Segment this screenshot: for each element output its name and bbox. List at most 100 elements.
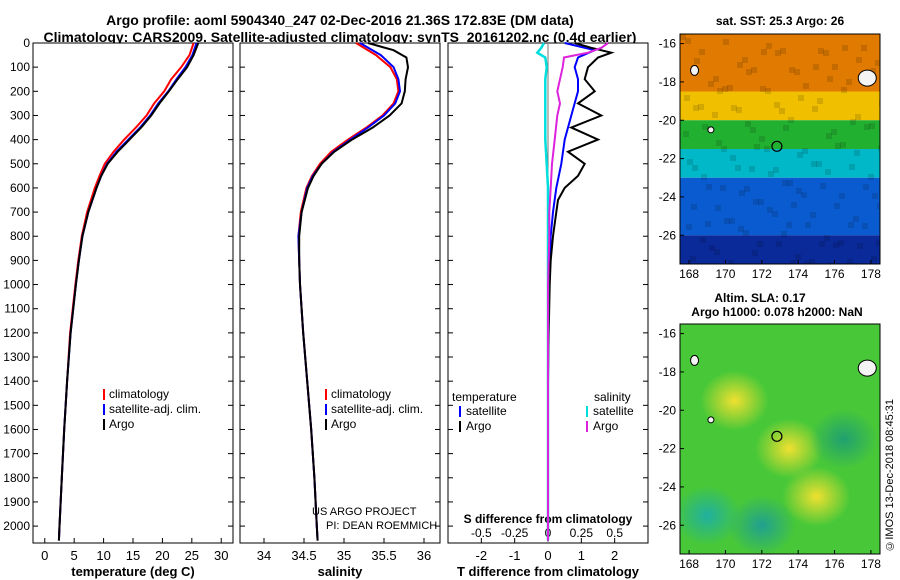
sst-xtick-label: 170 bbox=[715, 267, 735, 281]
sla-field bbox=[680, 324, 880, 554]
sst-xtick-label: 168 bbox=[679, 267, 699, 281]
sst-speckle bbox=[708, 81, 714, 87]
island-shape bbox=[857, 69, 877, 87]
sst-speckle bbox=[767, 207, 773, 213]
sst-speckle bbox=[728, 260, 734, 264]
depth-tick-label: 1300 bbox=[3, 350, 30, 364]
sdiff-tick-label: -0.25 bbox=[501, 526, 529, 540]
sst-speckle bbox=[742, 57, 748, 63]
sst-speckle bbox=[791, 202, 797, 208]
sst-speckle bbox=[722, 86, 728, 92]
depth-tick-label: 1900 bbox=[3, 495, 30, 509]
sst-speckle bbox=[781, 231, 787, 237]
sst-speckle bbox=[692, 165, 698, 171]
sst-speckle bbox=[731, 105, 737, 111]
legend-label: satellite bbox=[466, 404, 507, 418]
temp-xtick-label: 25 bbox=[185, 548, 199, 563]
sst-xtick-label: 172 bbox=[752, 267, 772, 281]
sst-speckle bbox=[702, 124, 708, 130]
sst-ytick-label: -16 bbox=[659, 37, 677, 51]
sst-float-marker bbox=[771, 140, 783, 152]
salinity-xlabel: salinity bbox=[318, 564, 364, 579]
sla-ytick-label: -18 bbox=[659, 365, 677, 379]
depth-tick-label: 1400 bbox=[3, 374, 30, 388]
sst-speckle bbox=[701, 174, 707, 180]
sst-speckle bbox=[805, 222, 811, 228]
sst-speckle bbox=[694, 58, 700, 64]
figure-title-line2: Climatology: CARS2009. Satellite-adjuste… bbox=[43, 29, 637, 45]
sst-speckle bbox=[687, 159, 693, 165]
sst-speckle bbox=[831, 129, 837, 135]
temp-xtick-label: 20 bbox=[155, 548, 169, 563]
sst-speckle bbox=[827, 76, 833, 82]
depth-tick-label: 100 bbox=[10, 60, 30, 74]
sst-speckle bbox=[757, 241, 763, 247]
depth-tick-label: 200 bbox=[10, 84, 30, 98]
sst-speckle bbox=[801, 192, 807, 198]
sst-speckle bbox=[795, 254, 801, 260]
sal-xtick-label: 34.5 bbox=[291, 548, 316, 563]
depth-tick-label: 500 bbox=[10, 157, 30, 171]
sst-speckle bbox=[857, 243, 863, 249]
legend-label: Argo bbox=[331, 417, 357, 431]
diff-legend-salinity-title: salinity bbox=[594, 390, 631, 404]
sst-speckle bbox=[685, 38, 691, 44]
sst-speckle bbox=[818, 48, 824, 54]
sst-speckle bbox=[870, 68, 876, 74]
sla-ytick-label: -16 bbox=[659, 327, 677, 341]
sst-speckle bbox=[809, 259, 815, 264]
sst-speckle bbox=[840, 142, 846, 148]
sst-speckle bbox=[739, 190, 745, 196]
sst-speckle bbox=[839, 193, 845, 199]
sst-speckle bbox=[868, 174, 874, 180]
sst-speckle bbox=[780, 48, 786, 54]
sst-speckle bbox=[764, 146, 770, 152]
sst-ytick-label: -18 bbox=[659, 75, 677, 89]
temp-xtick-label: 15 bbox=[126, 548, 140, 563]
sst-speckle bbox=[753, 199, 759, 205]
sst-speckle bbox=[720, 185, 726, 191]
temperature-xlabel: temperature (deg C) bbox=[71, 564, 195, 579]
sst-speckle bbox=[736, 107, 742, 113]
sst-ytick-label: -20 bbox=[659, 113, 677, 127]
sst-speckle bbox=[816, 161, 822, 167]
sst-band bbox=[680, 149, 880, 178]
sst-speckle bbox=[774, 102, 780, 108]
sal-xtick-label: 35.5 bbox=[371, 548, 396, 563]
sst-speckle bbox=[743, 230, 749, 236]
legend-label: satellite-adj. clim. bbox=[109, 402, 201, 416]
sst-speckle bbox=[797, 152, 803, 158]
sst-speckle bbox=[798, 95, 804, 101]
sst-speckle bbox=[783, 125, 789, 131]
sla-ytick-label: -26 bbox=[659, 518, 677, 532]
legend-label: satellite-adj. clim. bbox=[331, 402, 423, 416]
sst-speckle bbox=[862, 223, 868, 229]
sst-speckle bbox=[877, 203, 880, 209]
sst-speckle bbox=[849, 164, 855, 170]
sst-speckle bbox=[796, 188, 802, 194]
depth-tick-label: 2000 bbox=[3, 519, 30, 533]
sst-speckle bbox=[817, 98, 823, 104]
sst-speckle bbox=[842, 45, 848, 51]
sst-frame bbox=[679, 33, 881, 265]
sst-band bbox=[680, 34, 880, 92]
sst-speckle bbox=[729, 218, 735, 224]
temperature-line-argo bbox=[57, 42, 200, 541]
sst-speckle bbox=[810, 212, 816, 218]
sst-speckle bbox=[700, 237, 706, 243]
sst-speckle bbox=[825, 169, 831, 175]
depth-tick-label: 1600 bbox=[3, 422, 30, 436]
sst-speckle bbox=[856, 57, 862, 63]
sst-speckle bbox=[772, 211, 778, 217]
tdiff-xtick-label: -2 bbox=[476, 548, 488, 563]
sdiff-tick-label: 0.25 bbox=[570, 526, 594, 540]
sla-xtick-label: 172 bbox=[752, 557, 772, 571]
legend-label: climatology bbox=[331, 387, 391, 401]
island-shape bbox=[707, 416, 715, 424]
sst-speckle bbox=[802, 148, 808, 154]
sst-speckle bbox=[691, 204, 697, 210]
diff-legend-temperature-title: temperature bbox=[452, 390, 517, 404]
temp-xtick-label: 30 bbox=[214, 548, 228, 563]
temp-xtick-label: 10 bbox=[96, 548, 110, 563]
